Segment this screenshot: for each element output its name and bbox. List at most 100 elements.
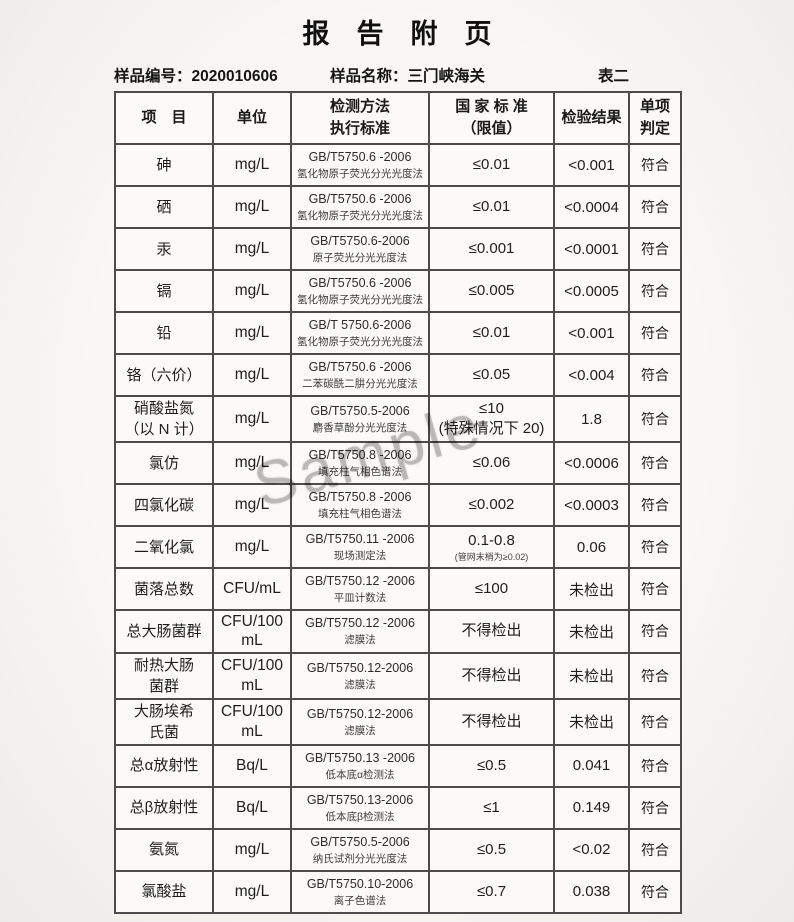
unit-value: CFU/100 mL xyxy=(212,609,292,654)
result-value: <0.0001 xyxy=(553,227,630,271)
result-value: <0.004 xyxy=(553,353,630,397)
item-name: 二氧化氯 xyxy=(114,525,214,569)
method-name: 低本底β检测法 xyxy=(325,810,395,823)
method-standard: GB/T5750.12-2006 xyxy=(306,706,414,721)
table-tag: 表二 xyxy=(598,68,630,85)
sample-number-label: 样品编号： xyxy=(114,68,192,85)
method-cell: GB/T5750.13-2006 低本底β检测法 xyxy=(290,785,430,830)
table-row: 耐热大肠 菌群 CFU/100 mL GB/T5750.12-2006 滤膜法 不得检出… xyxy=(114,651,682,700)
limit-value: ≤10 (特殊情况下 20) xyxy=(438,399,545,437)
judgement-value: 符合 xyxy=(628,269,682,313)
result-value: 未检出 xyxy=(553,697,630,746)
unit-value: mg/L xyxy=(212,525,292,569)
result-value: <0.0006 xyxy=(553,441,630,485)
result-value: 未检出 xyxy=(553,651,630,700)
sample-name: 样品名称：三门峡海关 xyxy=(330,64,598,86)
result-value: <0.0004 xyxy=(553,185,630,229)
table-row: 大肠埃希 氏菌 CFU/100 mL GB/T5750.12-2006 滤膜法 不得检出… xyxy=(114,697,682,746)
limit-value: 不得检出 xyxy=(461,666,522,684)
item-name: 硒 xyxy=(114,185,214,229)
table-row: 砷 mg/L GB/T5750.6 -2006 氢化物原子荧光分光光度法 ≤0.01 <0… xyxy=(114,143,682,187)
judgement-value: 符合 xyxy=(628,827,682,872)
method-standard: GB/T5750.13 -2006 xyxy=(305,750,415,765)
item-name: 汞 xyxy=(114,227,214,271)
result-value: <0.02 xyxy=(553,827,630,872)
table-row: 镉 mg/L GB/T5750.6 -2006 氢化物原子荧光分光光度法 ≤0.005 <… xyxy=(114,269,682,313)
unit-value: CFU/100 mL xyxy=(212,651,292,700)
limit-value: ≤0.5 xyxy=(476,756,507,774)
method-name: 填充柱气相色谱法 xyxy=(318,465,402,478)
limit-cell: 不得检出 xyxy=(428,697,555,746)
judgement-value: 符合 xyxy=(628,483,682,527)
result-value: 0.149 xyxy=(553,785,630,830)
method-name: 麝香草酚分光光度法 xyxy=(312,421,408,434)
judgement-value: 符合 xyxy=(628,185,682,229)
method-standard: GB/T5750.11 -2006 xyxy=(305,531,415,546)
item-name: 耐热大肠 菌群 xyxy=(114,651,214,700)
item-name: 总大肠菌群 xyxy=(114,609,214,654)
method-cell: GB/T5750.5-2006 纳氏试剂分光光度法 xyxy=(290,827,430,872)
table-row: 铅 mg/L GB/T 5750.6-2006 氢化物原子荧光分光光度法 ≤0.01 <0… xyxy=(114,311,682,355)
limit-value: ≤1 xyxy=(483,798,500,816)
method-name: 氢化物原子荧光分光光度法 xyxy=(297,293,423,306)
method-standard: GB/T5750.6-2006 xyxy=(310,233,410,248)
table-row: 总β放射性 Bq/L GB/T5750.13-2006 低本底β检测法 ≤1 0.149 符… xyxy=(114,785,682,830)
method-standard: GB/T5750.6 -2006 xyxy=(308,275,412,290)
method-cell: GB/T5750.12-2006 滤膜法 xyxy=(290,651,430,700)
limit-cell: ≤0.01 xyxy=(428,311,555,355)
column-header-judgement: 单项 判定 xyxy=(628,91,682,145)
judgement-value: 符合 xyxy=(628,743,682,788)
item-name: 大肠埃希 氏菌 xyxy=(114,697,214,746)
judgement-value: 符合 xyxy=(628,353,682,397)
limit-note: (管网末梢为≥0.02) xyxy=(454,551,529,562)
column-header-result: 检验结果 xyxy=(553,91,630,145)
item-name: 镉 xyxy=(114,269,214,313)
method-standard: GB/T5750.10-2006 xyxy=(306,876,414,891)
table-row: 硝酸盐氮 （以 N 计） mg/L GB/T5750.5-2006 麝香草酚分光光度法… xyxy=(114,395,682,443)
judgement-value: 符合 xyxy=(628,567,682,611)
item-name: 氯酸盐 xyxy=(114,869,214,914)
results-table-body: 砷 mg/L GB/T5750.6 -2006 氢化物原子荧光分光光度法 ≤0.01 <0… xyxy=(114,143,682,914)
result-value: <0.001 xyxy=(553,143,630,187)
unit-value: Bq/L xyxy=(212,743,292,788)
table-row: 二氧化氯 mg/L GB/T5750.11 -2006 现场测定法 0.1-0.8 (管网… xyxy=(114,525,682,569)
table-row: 总α放射性 Bq/L GB/T5750.13 -2006 低本底α检测法 ≤0.5 0.0… xyxy=(114,743,682,788)
sample-name-label: 样品名称： xyxy=(330,68,408,85)
method-cell: GB/T5750.6 -2006 二苯碳酰二肼分光光度法 xyxy=(290,353,430,397)
method-name: 滤膜法 xyxy=(344,724,376,737)
limit-cell: ≤10 (特殊情况下 20) xyxy=(428,395,555,443)
method-cell: GB/T5750.13 -2006 低本底α检测法 xyxy=(290,743,430,788)
table-row: 氯酸盐 mg/L GB/T5750.10-2006 离子色谱法 ≤0.7 0.038 符合 xyxy=(114,869,682,914)
unit-value: CFU/100 mL xyxy=(212,697,292,746)
unit-value: mg/L xyxy=(212,311,292,355)
item-name: 菌落总数 xyxy=(114,567,214,611)
limit-value: ≤0.5 xyxy=(476,840,507,858)
limit-value: 不得检出 xyxy=(461,712,522,730)
judgement-value: 符合 xyxy=(628,785,682,830)
result-value: <0.0005 xyxy=(553,269,630,313)
limit-cell: 不得检出 xyxy=(428,609,555,654)
limit-cell: 不得检出 xyxy=(428,651,555,700)
table-row: 硒 mg/L GB/T5750.6 -2006 氢化物原子荧光分光光度法 ≤0.01 <0… xyxy=(114,185,682,229)
sample-name-value: 三门峡海关 xyxy=(407,68,486,85)
limit-cell: ≤0.002 xyxy=(428,483,555,527)
sample-number: 样品编号：2020010606 xyxy=(114,64,330,86)
item-name: 砷 xyxy=(114,143,214,187)
method-standard: GB/T5750.13-2006 xyxy=(306,792,414,807)
method-name: 滤膜法 xyxy=(344,678,376,691)
method-standard: GB/T5750.8 -2006 xyxy=(308,447,412,462)
limit-value: 不得检出 xyxy=(461,622,522,640)
method-cell: GB/T5750.12-2006 滤膜法 xyxy=(290,697,430,746)
limit-cell: ≤0.5 xyxy=(428,827,555,872)
column-header-unit: 单位 xyxy=(212,91,292,145)
method-name: 氢化物原子荧光分光光度法 xyxy=(297,167,423,180)
unit-value: mg/L xyxy=(212,483,292,527)
method-name: 氢化物原子荧光分光光度法 xyxy=(297,209,423,222)
header-row: 项 目 单位 检测方法 执行标准 国 家 标 准 （限值） 检验结果 单项 判定 xyxy=(114,91,682,145)
method-name: 纳氏试剂分光光度法 xyxy=(312,852,408,865)
limit-cell: ≤0.001 xyxy=(428,227,555,271)
table-row: 菌落总数 CFU/mL GB/T5750.12 -2006 平皿计数法 ≤100 未检出符… xyxy=(114,567,682,611)
limit-cell: ≤100 xyxy=(428,567,555,611)
limit-value: ≤100 xyxy=(474,579,509,597)
